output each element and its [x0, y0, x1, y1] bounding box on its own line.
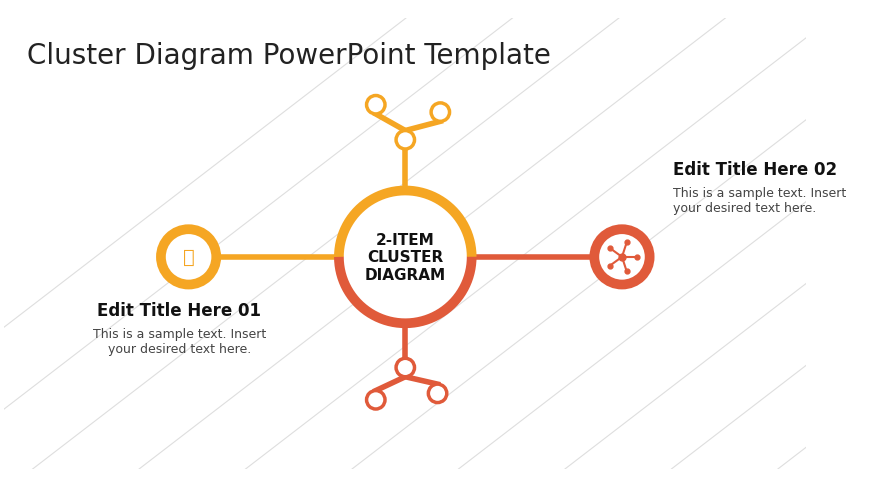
Circle shape	[395, 131, 414, 150]
Circle shape	[594, 230, 649, 285]
Text: Cluster Diagram PowerPoint Template: Cluster Diagram PowerPoint Template	[27, 42, 550, 70]
Text: This is a sample text. Insert
your desired text here.: This is a sample text. Insert your desir…	[93, 327, 266, 355]
Text: ⛹: ⛹	[182, 248, 195, 267]
Circle shape	[431, 103, 449, 122]
Text: This is a sample text. Insert
your desired text here.: This is a sample text. Insert your desir…	[672, 186, 845, 214]
Circle shape	[341, 193, 469, 322]
Circle shape	[395, 359, 414, 377]
Circle shape	[161, 230, 216, 285]
Text: Edit Title Here 01: Edit Title Here 01	[97, 302, 261, 320]
Text: Edit Title Here 02: Edit Title Here 02	[672, 161, 836, 179]
Circle shape	[366, 96, 385, 115]
Circle shape	[366, 391, 385, 409]
Text: 2-ITEM
CLUSTER
DIAGRAM: 2-ITEM CLUSTER DIAGRAM	[364, 232, 445, 282]
Circle shape	[428, 385, 447, 403]
